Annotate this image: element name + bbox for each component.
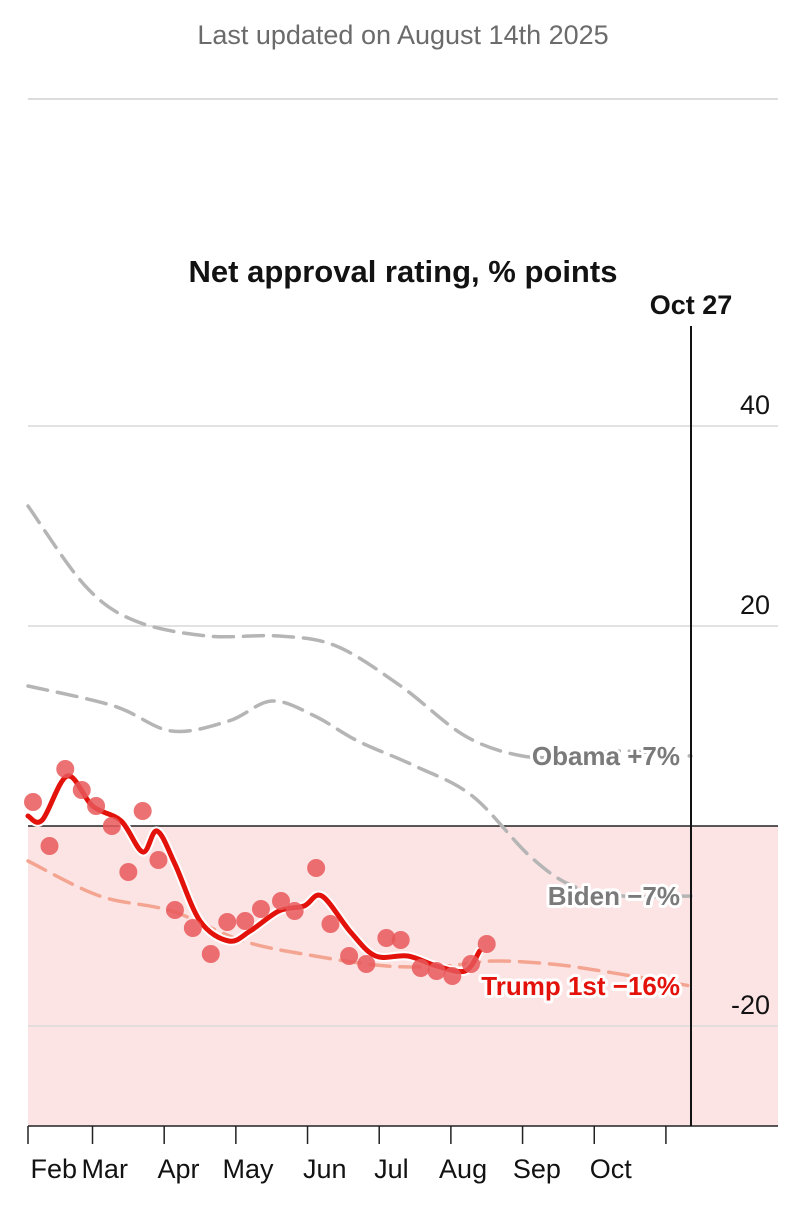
series-label-obama: Obama +7% <box>532 741 680 771</box>
poll-dot <box>40 837 59 855</box>
poll-dot <box>321 915 340 933</box>
poll-dot <box>357 955 376 973</box>
poll-dot <box>272 892 291 910</box>
poll-dot <box>411 959 430 977</box>
series-line-obama <box>26 504 693 760</box>
chart-title: Net approval rating, % points <box>189 254 618 289</box>
poll-dot <box>24 793 43 811</box>
x-axis: Feb Mar Apr May Jun Jul Aug Sep Oct <box>27 1125 778 1184</box>
y-tick-label: 40 <box>740 390 770 420</box>
poll-dot <box>183 919 202 937</box>
series-line-trump-1st <box>26 859 693 988</box>
poll-dot <box>340 947 359 965</box>
series-labels: Obama +7% Biden −7% Trump 1st −16% <box>478 738 683 1004</box>
poll-dot <box>307 859 326 877</box>
poll-dot <box>87 797 106 815</box>
negative-shade <box>28 826 778 1126</box>
y-tick-labels: 40 20 -20 <box>731 390 770 1020</box>
x-tick-label: Sep <box>513 1154 561 1184</box>
poll-dot <box>285 902 304 920</box>
poll-dot <box>477 935 496 953</box>
series-label-trump-1st: Trump 1st −16% <box>481 971 680 1001</box>
x-tick-label: May <box>223 1154 275 1184</box>
negative-region <box>28 826 778 1126</box>
poll-dot <box>56 760 75 778</box>
poll-dot <box>119 863 138 881</box>
poll-dot <box>391 931 410 949</box>
poll-dots <box>24 760 496 985</box>
series-label-biden: Biden −7% <box>548 881 680 911</box>
x-tick-label: Mar <box>81 1154 128 1184</box>
x-tick-label: Feb <box>31 1154 78 1184</box>
poll-dot <box>236 912 255 930</box>
x-tick-label: Jul <box>374 1154 409 1184</box>
x-tick-label: Jun <box>303 1154 347 1184</box>
series-line-biden <box>26 684 693 899</box>
poll-dot <box>427 962 446 980</box>
y-tick-label: 20 <box>740 590 770 620</box>
x-tick-label: Oct <box>590 1154 633 1184</box>
poll-dot <box>72 781 91 799</box>
poll-dot <box>218 913 237 931</box>
x-tick-label: Apr <box>158 1154 200 1184</box>
last-updated-text: Last updated on August 14th 2025 <box>197 20 608 50</box>
poll-dot <box>251 900 270 918</box>
date-marker: Oct 27 <box>650 290 733 1126</box>
poll-dot <box>443 967 462 985</box>
x-tick-label: Aug <box>439 1154 487 1184</box>
poll-dot <box>461 955 480 973</box>
series-lines <box>23 504 693 988</box>
poll-dot <box>377 929 396 947</box>
date-marker-label: Oct 27 <box>650 290 733 320</box>
poll-dot <box>102 817 121 835</box>
poll-dot <box>165 901 184 919</box>
poll-dot <box>149 851 168 869</box>
poll-dot <box>201 945 220 963</box>
poll-dot <box>133 802 152 820</box>
y-tick-label: -20 <box>731 990 770 1020</box>
